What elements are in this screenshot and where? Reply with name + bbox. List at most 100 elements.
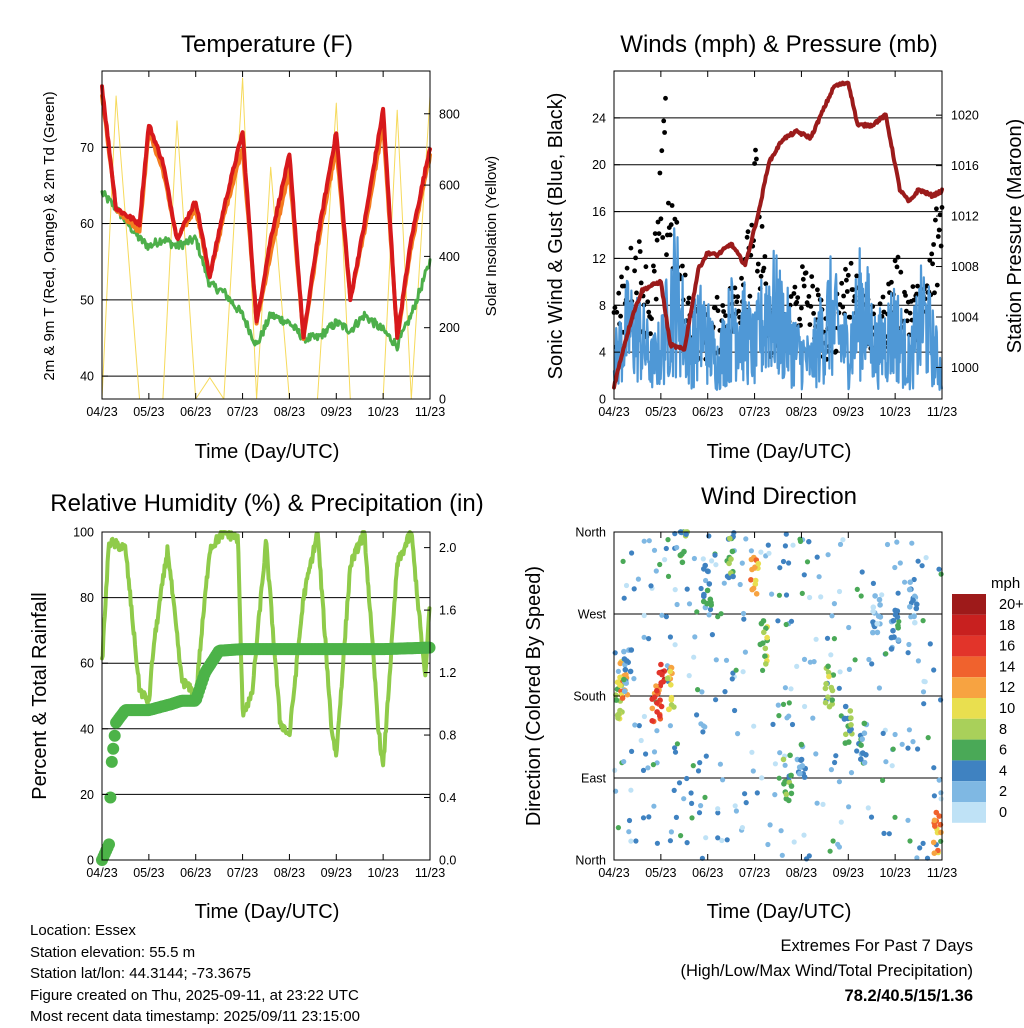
direction-point <box>631 676 637 682</box>
gust-point <box>747 293 753 299</box>
direction-point <box>748 548 755 554</box>
direction-point <box>658 703 665 710</box>
x-tick-label: 06/23 <box>692 405 723 419</box>
direction-point <box>646 538 652 544</box>
gust-point <box>633 255 638 261</box>
direction-point <box>617 682 623 688</box>
elevation-text: Station elevation: 55.5 m <box>30 943 196 961</box>
location-text: Location: Essex <box>30 922 136 939</box>
gust-point <box>800 264 805 270</box>
direction-point <box>740 610 747 617</box>
direction-point <box>751 723 757 729</box>
direction-point <box>854 586 860 593</box>
direction-point <box>858 742 864 748</box>
direction-point <box>822 685 829 692</box>
gust-point <box>936 227 942 233</box>
direction-point <box>836 588 843 595</box>
direction-point <box>681 548 687 555</box>
gust-point <box>911 297 917 303</box>
direction-point <box>707 596 714 603</box>
direction-point <box>741 616 747 622</box>
legend-label: 16 <box>999 639 1015 655</box>
direction-point <box>847 727 853 734</box>
direction-point <box>842 703 849 710</box>
x-tick-label: 04/23 <box>598 405 629 419</box>
direction-point <box>623 671 629 678</box>
legend-swatch <box>952 677 986 698</box>
gust-point <box>815 287 820 293</box>
humidity-title: Relative Humidity (%) & Precipitation (i… <box>50 490 483 517</box>
gust-point <box>811 311 816 316</box>
legend-swatch <box>952 718 986 740</box>
direction-point <box>692 634 698 640</box>
legend-swatch <box>952 760 986 782</box>
direction-point <box>651 547 658 553</box>
direction-point <box>726 560 732 567</box>
direction-point <box>733 808 740 814</box>
direction-point <box>620 558 626 565</box>
y2-tick-label: 1016 <box>951 159 979 173</box>
direction-point <box>866 656 872 663</box>
gust-point <box>720 303 726 308</box>
direction-point <box>776 592 783 598</box>
temperature-y-label: 2m & 9m T (Red, Orange) & 2m Td (Green) <box>41 91 58 380</box>
direction-point <box>651 694 658 700</box>
gust-point <box>930 261 935 267</box>
y-tick-label: 16 <box>592 205 606 219</box>
direction-point <box>706 612 712 618</box>
direction-point <box>684 586 690 592</box>
relative-humidity-series <box>100 530 432 768</box>
direction-point <box>615 715 621 721</box>
x-tick-label: 04/23 <box>598 866 629 880</box>
direction-point <box>732 707 738 714</box>
direction-point <box>617 660 624 667</box>
gust-point <box>612 305 618 311</box>
direction-point <box>790 542 796 548</box>
gust-point <box>815 292 821 298</box>
direction-point <box>865 805 871 811</box>
x-tick-label: 06/23 <box>692 866 723 880</box>
direction-point <box>938 838 944 844</box>
gust-point <box>680 263 685 269</box>
humidity-line <box>100 530 432 768</box>
gust-point <box>904 318 910 324</box>
direction-point <box>870 608 876 615</box>
legend-swatch <box>952 698 986 719</box>
direction-point <box>828 684 835 691</box>
direction-point <box>715 810 721 816</box>
direction-point <box>700 556 706 562</box>
direction-point <box>786 560 792 566</box>
direction-point <box>854 748 860 754</box>
gust-point <box>794 299 800 305</box>
direction-point <box>709 558 715 564</box>
direction-point <box>762 653 768 659</box>
direction-point <box>684 775 690 782</box>
direction-point <box>775 702 781 708</box>
direction-point <box>761 629 767 636</box>
direction-point <box>836 685 842 691</box>
temperature-y-ticks: 40 50 60 70 <box>80 141 108 384</box>
direction-point <box>732 803 738 809</box>
direction-point <box>633 838 639 844</box>
direction-point <box>702 794 708 801</box>
direction-point <box>697 760 703 766</box>
direction-point <box>910 597 916 604</box>
direction-point <box>646 814 652 820</box>
direction-point <box>820 801 826 808</box>
direction-point <box>826 673 832 680</box>
direction-point <box>686 601 693 607</box>
gust-point <box>734 299 740 305</box>
gust-point <box>657 170 663 176</box>
extremes-values: 78.2/40.5/15/1.36 <box>844 987 973 1005</box>
direction-point <box>677 552 684 558</box>
direction-point <box>931 667 937 673</box>
direction-point <box>759 775 765 781</box>
direction-point <box>914 855 920 861</box>
direction-point <box>861 720 868 727</box>
direction-point <box>659 612 665 618</box>
y-tick-label: 40 <box>80 722 94 736</box>
direction-point <box>698 585 704 592</box>
direction-point <box>816 574 822 580</box>
direction-point <box>679 559 686 566</box>
direction-point <box>858 756 864 762</box>
